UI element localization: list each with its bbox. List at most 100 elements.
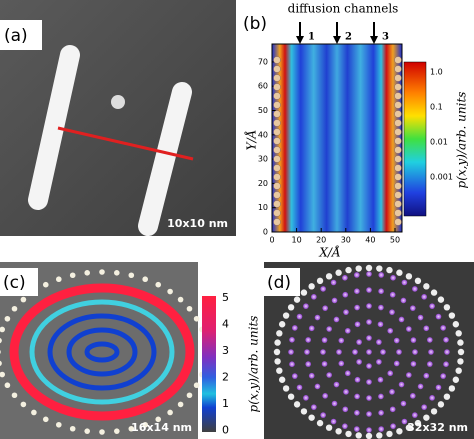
panel-title: diffusion channels — [288, 2, 399, 16]
adsorbate — [308, 372, 315, 379]
x-tick-label: 20 — [316, 236, 326, 245]
adsorbate — [296, 384, 303, 391]
adsorbate — [366, 363, 372, 369]
adsorbate — [435, 313, 442, 320]
adsorbate — [353, 272, 360, 278]
colorbar-tick-label: 0.01 — [430, 138, 448, 147]
atom — [394, 92, 402, 100]
adsorbate — [393, 337, 400, 344]
profile-line — [57, 126, 194, 161]
adsorbate — [354, 304, 360, 311]
adsorbate — [376, 359, 382, 365]
adsorbate — [305, 337, 311, 343]
y-tick-label: 30 — [258, 155, 268, 164]
y-tick-label: 50 — [258, 106, 268, 115]
adsorbate — [353, 426, 360, 432]
atom — [437, 296, 445, 303]
colorbar-label: p(x,y)/arb. units — [247, 316, 261, 413]
adsorbate — [410, 361, 417, 367]
atom — [142, 276, 149, 283]
atom — [42, 281, 49, 288]
adsorbate — [320, 286, 326, 292]
y-tick-label: 20 — [258, 179, 268, 188]
atom — [394, 182, 402, 190]
channel-label: 1 — [308, 32, 315, 43]
atom — [443, 304, 451, 311]
atom — [0, 371, 6, 378]
atom — [430, 408, 438, 415]
adsorbate — [326, 372, 332, 378]
atom — [316, 419, 324, 427]
atom — [287, 304, 295, 311]
atom — [394, 173, 402, 181]
y-tick-label: 10 — [258, 203, 268, 212]
atom — [20, 296, 27, 303]
atom — [167, 288, 173, 295]
adsorbate — [356, 339, 362, 345]
adsorbate — [333, 316, 340, 323]
panel-label: (b) — [243, 14, 267, 34]
adsorbate — [354, 410, 360, 416]
atom — [0, 326, 6, 333]
adsorbate — [417, 314, 424, 321]
atom — [300, 289, 308, 296]
atom — [276, 330, 283, 337]
atom — [287, 393, 295, 400]
x-tick-label: 50 — [390, 236, 400, 245]
adsorbate — [314, 314, 321, 321]
panel-label: (c) — [3, 273, 26, 293]
adsorbate — [311, 404, 317, 410]
atom — [308, 283, 315, 290]
adsorbate — [330, 279, 337, 286]
adsorbate — [354, 288, 360, 294]
atom — [365, 432, 373, 439]
atom — [394, 119, 402, 127]
atom — [394, 164, 402, 172]
atom — [455, 367, 462, 374]
adsorbate — [344, 327, 351, 334]
colorbar-tick-label: 2 — [222, 371, 229, 384]
adsorbate — [435, 384, 442, 391]
x-tick-label: 0 — [269, 236, 274, 245]
atom — [69, 272, 76, 279]
adsorbate — [354, 321, 361, 328]
atom — [273, 218, 281, 226]
atom — [273, 137, 281, 145]
atom — [282, 312, 290, 319]
adsorbate — [389, 309, 395, 315]
atom — [345, 266, 352, 274]
atom — [423, 283, 430, 290]
adsorbate — [443, 361, 449, 368]
atom — [274, 358, 281, 365]
atom — [273, 146, 281, 154]
adsorbate — [387, 327, 394, 334]
adsorbate — [354, 376, 361, 383]
adsorbate — [389, 406, 396, 413]
adsorbate — [289, 336, 295, 343]
adsorbate — [344, 370, 351, 377]
atom — [273, 200, 281, 208]
atom — [273, 56, 281, 64]
adsorbate — [393, 360, 400, 367]
atom — [394, 191, 402, 199]
adsorbate — [401, 279, 408, 286]
atom — [452, 321, 460, 328]
atom — [335, 428, 342, 435]
adsorbate — [331, 400, 338, 407]
atom — [448, 385, 456, 392]
atom — [345, 430, 352, 438]
atom — [84, 428, 90, 434]
atom — [128, 272, 135, 279]
adsorbate — [429, 303, 435, 309]
ring — [29, 299, 175, 405]
atom — [177, 296, 184, 303]
atom — [273, 173, 281, 181]
molecule-rod — [138, 82, 192, 236]
adsorbate — [421, 404, 427, 410]
atom — [394, 74, 402, 82]
adsorbate — [410, 337, 417, 343]
adsorbate — [343, 309, 349, 315]
atom — [376, 432, 383, 439]
atom — [273, 155, 281, 163]
